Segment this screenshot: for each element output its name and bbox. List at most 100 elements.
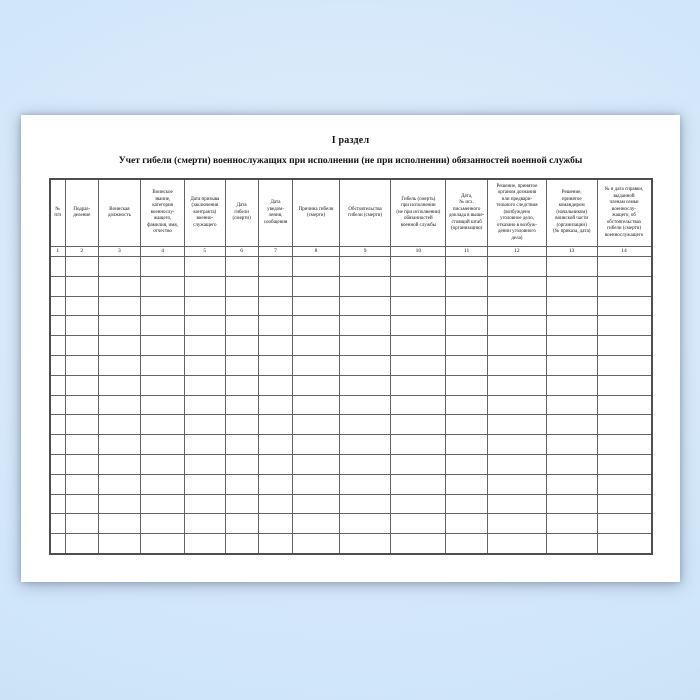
blank-cell	[183, 335, 226, 356]
blank-cell	[390, 335, 447, 356]
blank-cell	[49, 533, 66, 555]
blank-cell	[64, 434, 99, 455]
blank-cell	[545, 513, 598, 535]
blank-cell	[140, 295, 185, 317]
blank-cell	[338, 295, 392, 317]
blank-cell	[487, 434, 547, 455]
blank-cell	[49, 335, 66, 356]
column-header-7: Дата уведом- ления, сообщения	[257, 178, 294, 247]
blank-cell	[545, 434, 598, 455]
blank-cell	[64, 315, 99, 337]
blank-cell	[257, 533, 294, 555]
blank-cell	[292, 414, 340, 436]
blank-cell	[97, 354, 142, 376]
blank-cell	[183, 533, 226, 555]
blank-cell	[183, 493, 226, 515]
blank-cell	[183, 295, 226, 317]
blank-cell	[257, 493, 294, 515]
blank-cell	[97, 275, 142, 297]
document-page: I раздел Учет гибели (смерти) военнослуж…	[21, 115, 680, 582]
table-row	[49, 434, 653, 455]
blank-cell	[292, 493, 340, 515]
blank-cell	[390, 256, 447, 277]
blank-cell	[487, 493, 547, 515]
blank-cell	[49, 374, 66, 396]
blank-cell	[445, 335, 489, 356]
blank-cell	[445, 414, 489, 436]
table-row	[49, 374, 653, 396]
blank-cell	[596, 533, 653, 555]
column-header-2: Подраз- деление	[64, 178, 99, 247]
blank-cell	[64, 493, 99, 515]
blank-cell	[596, 513, 653, 535]
blank-cell	[257, 434, 294, 455]
blank-cell	[140, 513, 185, 535]
blank-cell	[140, 453, 185, 475]
blank-cell	[596, 414, 653, 436]
blank-cell	[97, 295, 142, 317]
blank-cell	[257, 374, 294, 396]
blank-cell	[140, 354, 185, 376]
blank-cell	[224, 275, 259, 297]
blank-cell	[596, 256, 653, 277]
blank-cell	[140, 256, 185, 277]
blank-cell	[292, 513, 340, 535]
blank-cell	[545, 473, 598, 495]
blank-cell	[224, 315, 259, 337]
blank-cell	[338, 414, 392, 436]
blank-cell	[64, 394, 99, 416]
column-number-7: 7	[257, 246, 294, 257]
blank-cell	[292, 453, 340, 475]
blank-cell	[49, 295, 66, 317]
table-row	[49, 335, 653, 356]
column-number-13: 13	[545, 246, 598, 257]
blank-cell	[257, 256, 294, 277]
blank-cell	[292, 275, 340, 297]
blank-cell	[596, 434, 653, 455]
blank-cell	[445, 533, 489, 555]
blank-cell	[224, 256, 259, 277]
blank-cell	[487, 453, 547, 475]
blank-cell	[487, 394, 547, 416]
blank-cell	[338, 374, 392, 396]
blank-cell	[224, 493, 259, 515]
blank-cell	[183, 453, 226, 475]
column-number-3: 3	[97, 246, 142, 257]
blank-cell	[224, 335, 259, 356]
blank-cell	[445, 315, 489, 337]
table-row	[49, 354, 653, 376]
column-number-12: 12	[487, 246, 547, 257]
column-header-11: Дата, № исх. письменного доклада в выше-…	[445, 178, 489, 247]
blank-cell	[390, 295, 447, 317]
blank-cell	[445, 513, 489, 535]
blank-cell	[224, 453, 259, 475]
blank-cell	[487, 533, 547, 555]
blank-cell	[224, 394, 259, 416]
blank-cell	[49, 453, 66, 475]
blank-cell	[49, 434, 66, 455]
blank-cell	[183, 275, 226, 297]
column-number-row: 1 2 3 4 5 6 7 8 9 10 11 12 13 14	[49, 246, 653, 257]
blank-cell	[49, 256, 66, 277]
blank-cell	[487, 315, 547, 337]
blank-cell	[338, 256, 392, 277]
column-header-14: № и дата справки, выданной членам семьи …	[596, 178, 653, 247]
blank-cell	[292, 394, 340, 416]
blank-cell	[338, 513, 392, 535]
column-number-6: 6	[224, 246, 259, 257]
blank-cell	[97, 493, 142, 515]
blank-cell	[183, 414, 226, 436]
blank-cell	[596, 295, 653, 317]
blank-cell	[224, 513, 259, 535]
blank-cell	[338, 315, 392, 337]
blank-cell	[338, 394, 392, 416]
column-header-4: Воинское звание, категория военнослу- жа…	[140, 178, 185, 247]
blank-cell	[183, 513, 226, 535]
blank-cell	[487, 473, 547, 495]
blank-cell	[445, 473, 489, 495]
blank-cell	[49, 473, 66, 495]
blank-cell	[596, 453, 653, 475]
blank-cell	[257, 354, 294, 376]
blank-cell	[97, 394, 142, 416]
blank-cell	[596, 315, 653, 337]
